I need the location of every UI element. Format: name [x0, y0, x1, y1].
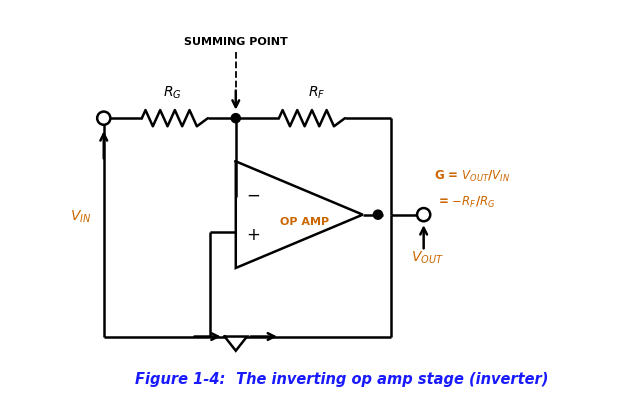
Text: $V_{OUT}$: $V_{OUT}$	[411, 249, 444, 266]
Text: $V_{IN}$: $V_{IN}$	[70, 209, 92, 225]
Text: $R_F$: $R_F$	[308, 85, 326, 101]
Circle shape	[417, 208, 430, 221]
Circle shape	[97, 112, 110, 125]
Text: The inverting op amp stage (inverter): The inverting op amp stage (inverter)	[230, 372, 548, 387]
Text: $+$: $+$	[246, 226, 261, 244]
Polygon shape	[225, 337, 247, 351]
Text: SUMMING POINT: SUMMING POINT	[184, 37, 287, 47]
Text: $R_G$: $R_G$	[163, 85, 182, 101]
Text: OP AMP: OP AMP	[280, 217, 329, 227]
Text: G = $V_{OUT}$/$V_{IN}$: G = $V_{OUT}$/$V_{IN}$	[434, 169, 510, 184]
Circle shape	[231, 114, 241, 123]
Text: = $-R_F$/$R_G$: = $-R_F$/$R_G$	[438, 194, 496, 209]
Text: Figure 1-4:: Figure 1-4:	[135, 372, 225, 387]
Text: $-$: $-$	[246, 186, 261, 204]
Circle shape	[373, 210, 382, 219]
